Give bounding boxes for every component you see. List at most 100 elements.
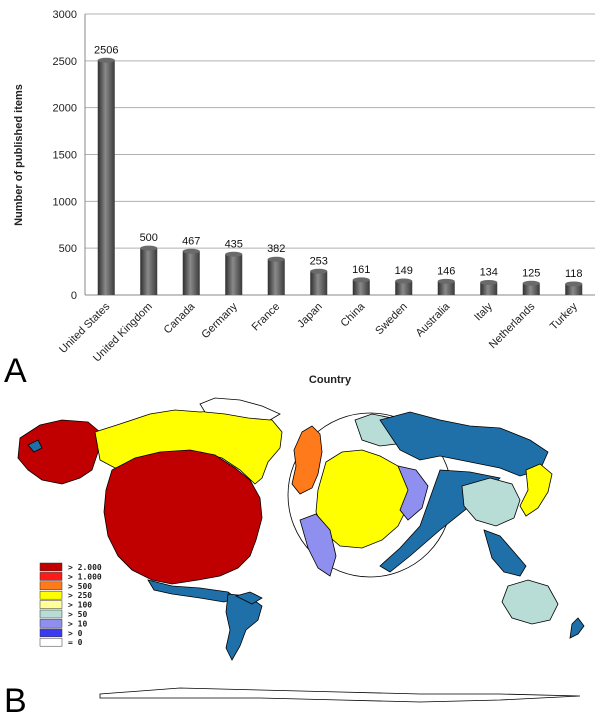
bars (97, 57, 583, 295)
legend-label: > 0 (68, 629, 83, 638)
y-tick-label: 500 (59, 243, 77, 255)
legend-swatch (39, 628, 63, 638)
data-label: 149 (395, 265, 413, 277)
bar-cap (437, 278, 455, 284)
x-axis-title: Country (309, 374, 352, 386)
region-alaska (17, 419, 101, 485)
data-label: 382 (267, 243, 285, 255)
category-label: France (250, 301, 283, 334)
bar-cap (182, 248, 200, 254)
bar-cap (97, 57, 115, 63)
bar (310, 271, 328, 295)
bar (182, 251, 200, 295)
data-label: 253 (310, 255, 328, 267)
y-tick-label: 0 (71, 290, 77, 302)
legend-swatch (39, 600, 63, 609)
bar-cap (310, 268, 328, 274)
region-caribbean (234, 591, 263, 605)
y-tick-labels: 0 500 1000 1500 2000 2500 3000 (53, 9, 77, 302)
legend-label: > 2.000 (68, 563, 102, 572)
bar-cap (225, 251, 243, 257)
bar-cap (352, 277, 370, 283)
legend-label: > 100 (68, 601, 92, 610)
data-label: 125 (522, 267, 540, 279)
data-label: 467 (182, 235, 200, 247)
category-label: Turkey (548, 300, 580, 332)
region-southeast-asia (483, 529, 527, 577)
category-label: Italy (472, 300, 495, 323)
category-label: Sweden (373, 301, 410, 338)
category-label: Japan (295, 301, 325, 331)
bar-cap (522, 280, 540, 286)
y-tick-label: 1000 (53, 196, 77, 208)
bar (97, 60, 115, 295)
category-label: Australia (414, 300, 453, 339)
region-central-america (147, 579, 237, 603)
region-eastern-europe (397, 465, 429, 521)
legend-swatch (39, 581, 63, 591)
map-legend: > 2.000> 1.000> 500> 250> 100> 50> 10> 0… (39, 562, 102, 647)
legend-swatch (39, 572, 63, 581)
legend-label: > 500 (68, 582, 92, 591)
region-antarctica (99, 687, 581, 703)
data-label: 161 (352, 264, 370, 276)
bar-cap (565, 281, 583, 287)
region-japan (519, 463, 553, 517)
legend-label: > 50 (68, 610, 87, 619)
panel-b-letter: B (4, 682, 27, 720)
legend-label: > 1.000 (68, 572, 102, 581)
data-label: 118 (565, 268, 583, 280)
bar-cap (395, 278, 413, 284)
region-united-kingdom (291, 425, 323, 495)
category-label: Germany (199, 300, 240, 341)
cartogram-map (17, 397, 585, 703)
region-africa (299, 513, 337, 577)
bar (565, 283, 583, 295)
region-china (461, 477, 521, 527)
legend-swatch (39, 619, 63, 628)
y-axis-title: Number of published items (13, 84, 25, 226)
bar (522, 283, 540, 295)
region-australia (501, 579, 559, 625)
category-label: China (339, 300, 368, 329)
bar (395, 281, 413, 295)
legend-swatch (39, 562, 63, 572)
region-south-america (225, 593, 263, 661)
bar-cap (267, 256, 285, 262)
data-label: 134 (480, 266, 498, 278)
region-new-zealand (569, 617, 585, 639)
legend-swatch (39, 637, 63, 647)
gridlines (84, 13, 595, 296)
bar (140, 248, 158, 295)
bar-cap (140, 245, 158, 251)
y-tick-label: 2500 (53, 56, 77, 68)
bar (480, 282, 498, 295)
legend-swatch (39, 590, 63, 600)
data-label: 146 (437, 265, 455, 277)
bar (352, 279, 370, 295)
category-label: Canada (162, 300, 198, 336)
data-label: 435 (225, 238, 243, 250)
bar-cap (480, 279, 498, 285)
bar (267, 259, 285, 295)
region-united-states (103, 449, 263, 585)
legend-label: > 250 (68, 591, 92, 600)
data-labels: 2506 500 467 435 382 253 161 149 146 134 125 118 (94, 44, 583, 280)
region-hawaii (27, 439, 43, 453)
panel-a-letter: A (4, 352, 27, 390)
legend-swatch (39, 609, 63, 619)
bar (225, 254, 243, 295)
y-tick-label: 2000 (53, 103, 77, 115)
region-greenland (199, 397, 281, 421)
data-label: 500 (140, 232, 158, 244)
legend-label: > 10 (68, 619, 87, 628)
category-label: Netherlands (487, 300, 538, 351)
legend-label: = 0 (68, 638, 83, 647)
y-tick-label: 1500 (53, 150, 77, 162)
bar (437, 281, 455, 295)
bar-chart: 0 500 1000 1500 2000 2500 3000 2506 500 467 435 38… (13, 9, 595, 386)
data-label: 2506 (94, 44, 118, 56)
y-tick-label: 3000 (53, 9, 77, 21)
